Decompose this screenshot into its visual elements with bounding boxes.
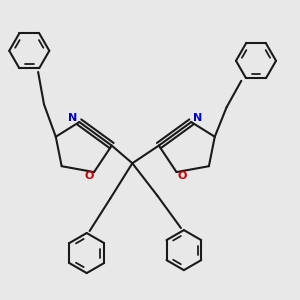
Text: N: N [68,113,77,124]
Text: O: O [177,171,187,181]
Text: O: O [84,171,93,181]
Text: N: N [193,113,202,124]
